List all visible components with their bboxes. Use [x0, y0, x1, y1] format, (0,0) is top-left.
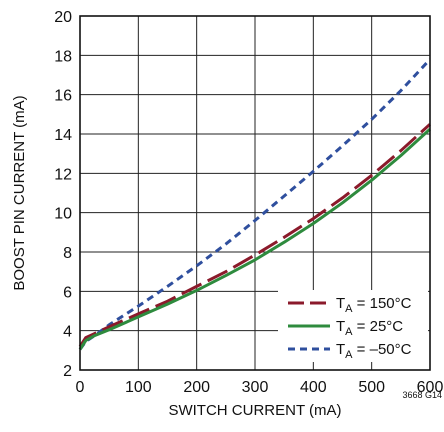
x-tick-label: 300 — [242, 379, 269, 396]
y-tick-label: 8 — [63, 245, 72, 262]
legend-label: TA = 150°C — [336, 295, 412, 315]
legend: TA = 150°C TA = 25°C TA = –50°C — [278, 290, 428, 362]
y-tick-label: 10 — [54, 206, 72, 223]
plot-frame — [79, 15, 431, 371]
y-axis-title: BOOST PIN CURRENT (mA) — [11, 95, 28, 290]
y-tick-label: 14 — [54, 127, 72, 144]
series-line-1 — [78, 127, 432, 351]
series-lines — [78, 58, 432, 351]
y-tick-labels: 2 4 6 8 10 12 14 16 18 20 — [54, 9, 72, 380]
legend-label: TA = 25°C — [336, 318, 403, 338]
figure-id: 3668 G14 — [402, 390, 442, 400]
series-line-2 — [78, 58, 432, 351]
x-tick-label: 0 — [76, 379, 85, 396]
x-tick-label: 400 — [300, 379, 327, 396]
legend-label: TA = –50°C — [336, 341, 412, 361]
y-tick-label: 16 — [54, 88, 72, 105]
y-tick-label: 18 — [54, 48, 72, 65]
x-tick-label: 100 — [125, 379, 152, 396]
y-tick-label: 20 — [54, 9, 72, 26]
x-tick-label: 500 — [358, 379, 385, 396]
y-tick-label: 4 — [63, 324, 72, 341]
y-tick-label: 6 — [63, 284, 72, 301]
y-tick-label: 2 — [63, 363, 72, 380]
x-axis-title: SWITCH CURRENT (mA) — [168, 402, 341, 419]
x-tick-labels: 0 100 200 300 400 500 600 — [76, 379, 444, 396]
y-tick-label: 12 — [54, 166, 72, 183]
x-tick-label: 200 — [183, 379, 210, 396]
series-line-0 — [78, 123, 432, 348]
x-tick-label: 600 — [417, 379, 444, 396]
